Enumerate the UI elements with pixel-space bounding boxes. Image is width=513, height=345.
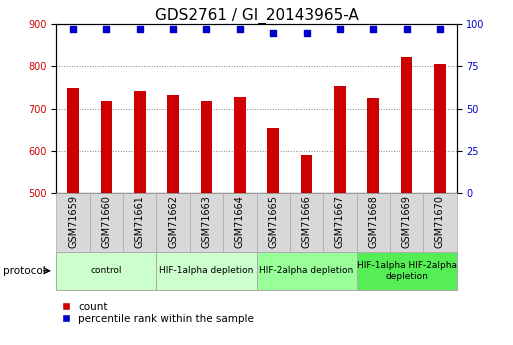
Point <box>135 27 144 32</box>
Bar <box>156 193 190 252</box>
Text: GSM71670: GSM71670 <box>435 195 445 248</box>
Point <box>402 27 410 32</box>
Point <box>169 27 177 32</box>
Bar <box>156 252 256 290</box>
Bar <box>256 252 357 290</box>
Bar <box>167 95 179 193</box>
Bar <box>101 101 112 193</box>
Title: GDS2761 / GI_20143965-A: GDS2761 / GI_20143965-A <box>154 8 359 24</box>
Text: GSM71661: GSM71661 <box>135 195 145 248</box>
Point <box>202 27 210 32</box>
Bar <box>367 98 379 193</box>
Text: GSM71660: GSM71660 <box>102 195 111 248</box>
Point <box>69 27 77 32</box>
Bar <box>123 193 156 252</box>
Bar <box>334 86 346 193</box>
Point <box>235 27 244 32</box>
Text: control: control <box>91 266 122 275</box>
Point <box>436 27 444 32</box>
Text: GSM71667: GSM71667 <box>335 195 345 248</box>
Legend: count, percentile rank within the sample: count, percentile rank within the sample <box>62 302 254 324</box>
Bar <box>390 193 423 252</box>
Point <box>369 27 377 32</box>
Bar <box>434 64 446 193</box>
Text: GSM71666: GSM71666 <box>302 195 311 248</box>
Text: GSM71663: GSM71663 <box>202 195 211 248</box>
Text: GSM71662: GSM71662 <box>168 195 178 248</box>
Bar <box>357 193 390 252</box>
Bar <box>201 101 212 193</box>
Text: HIF-1alpha depletion: HIF-1alpha depletion <box>160 266 253 275</box>
Bar <box>290 193 323 252</box>
Text: GSM71668: GSM71668 <box>368 195 378 248</box>
Bar <box>423 193 457 252</box>
Bar <box>301 155 312 193</box>
Text: GSM71669: GSM71669 <box>402 195 411 248</box>
Bar <box>357 252 457 290</box>
Point <box>269 30 277 35</box>
Text: HIF-2alpha depletion: HIF-2alpha depletion <box>260 266 353 275</box>
Bar <box>256 193 290 252</box>
Text: protocol: protocol <box>3 266 45 276</box>
Bar <box>90 193 123 252</box>
Bar <box>234 97 246 193</box>
Text: HIF-1alpha HIF-2alpha
depletion: HIF-1alpha HIF-2alpha depletion <box>357 261 457 280</box>
Point <box>302 30 310 35</box>
Bar <box>67 88 79 193</box>
Point <box>102 27 110 32</box>
Text: GSM71659: GSM71659 <box>68 195 78 248</box>
Bar <box>134 91 146 193</box>
Text: GSM71664: GSM71664 <box>235 195 245 248</box>
Point <box>336 27 344 32</box>
Bar <box>190 193 223 252</box>
Bar <box>267 128 279 193</box>
Bar <box>56 193 90 252</box>
Bar <box>56 252 156 290</box>
Bar <box>323 193 357 252</box>
Bar <box>223 193 256 252</box>
Bar <box>401 57 412 193</box>
Text: GSM71665: GSM71665 <box>268 195 278 248</box>
